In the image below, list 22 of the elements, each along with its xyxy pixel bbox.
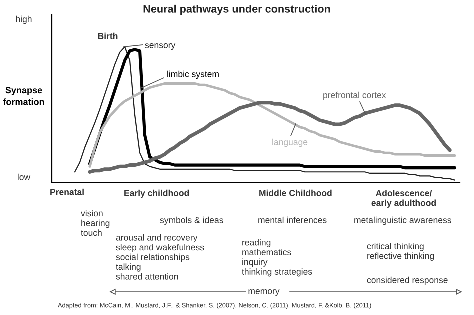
text: considered response bbox=[367, 276, 448, 286]
series-label: prefrontal cortex bbox=[324, 92, 386, 100]
text: vision hearing touch bbox=[81, 210, 110, 236]
text: symbols & ideas bbox=[160, 216, 224, 226]
text: low bbox=[18, 174, 31, 180]
text: arousal and recovery sleep and wakefulness social relationships talking shared attention bbox=[116, 234, 204, 280]
text: limbic system bbox=[168, 70, 219, 80]
text: high bbox=[16, 16, 32, 24]
text: metalinguistic awareness bbox=[354, 216, 452, 226]
text: Adolescence/ early adulthood bbox=[372, 190, 436, 208]
text: mental inferences bbox=[258, 216, 327, 224]
text: reading mathematics inquiry thinking strategies bbox=[242, 239, 312, 277]
series-label: language bbox=[272, 138, 308, 148]
chart-title: Neural pathways under construction bbox=[144, 4, 330, 16]
text: Prenatal bbox=[50, 188, 84, 196]
text: memory bbox=[248, 290, 280, 296]
text: Middle Childhood bbox=[260, 190, 332, 196]
text: Early childhood bbox=[124, 190, 190, 198]
text: Birth bbox=[98, 32, 118, 40]
y-axis-title: Synapse formation bbox=[3, 87, 44, 106]
text: critical thinking reflective thinking bbox=[367, 243, 434, 261]
text: sensory bbox=[145, 44, 176, 50]
